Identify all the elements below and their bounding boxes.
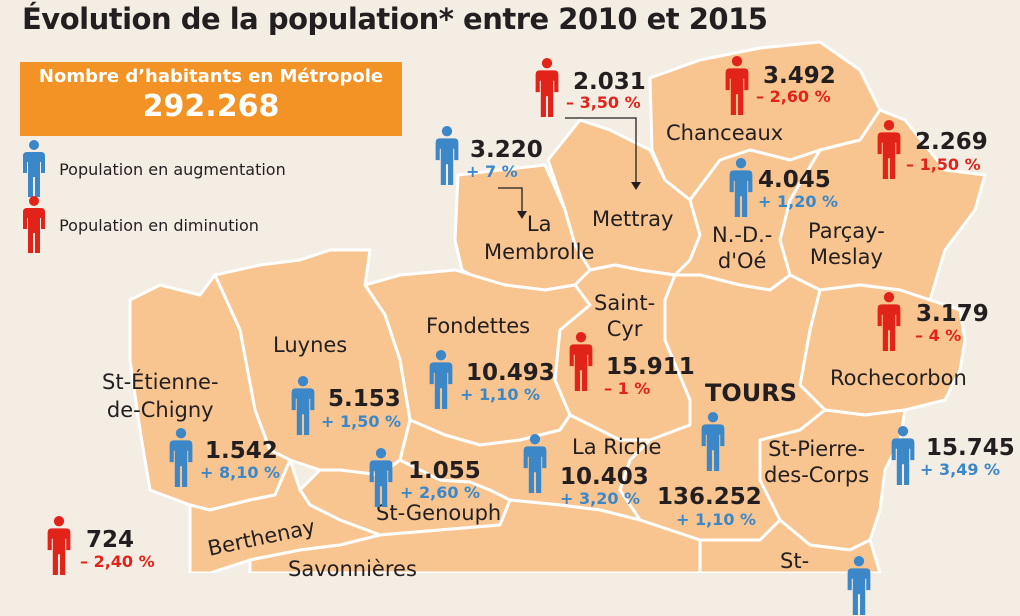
person-up-icon <box>169 428 193 487</box>
leader-arrow-mettray <box>631 182 641 190</box>
total-population-label: Nombre d’habitants en Métropole <box>38 66 384 87</box>
change-st-genouph: + 2,60 % <box>400 483 481 502</box>
person-up-icon <box>291 376 315 435</box>
population-st-etienne-de-chigny: 1.542 <box>205 438 278 464</box>
change-la-membrolle: + 7 % <box>466 162 518 181</box>
population-luynes: 5.153 <box>328 386 401 412</box>
total-population-box: Nombre d’habitants en Métropole 292.268 <box>20 62 402 136</box>
person-down-icon <box>877 292 901 351</box>
person-up-icon <box>523 434 547 493</box>
label-fondettes: Fondettes <box>426 314 531 338</box>
person-down-icon <box>23 196 45 253</box>
region-st-avertin <box>698 518 882 573</box>
change-parcay-meslay: – 1,50 % <box>906 155 981 174</box>
person-up-icon <box>429 350 453 409</box>
change-chanceaux: – 2,60 % <box>756 87 831 106</box>
population-parcay-meslay: 2.269 <box>915 129 988 155</box>
label-la-membrolle: La Membrolle <box>484 212 595 264</box>
population-notre-dame-d-oe: 4.045 <box>758 167 831 193</box>
population-rochecorbon: 3.179 <box>916 301 989 327</box>
label-parcay-meslay: Parçay- Meslay <box>808 219 885 269</box>
label-rochecorbon: Rochecorbon <box>830 366 967 390</box>
label-st-genouph: St-Genouph <box>376 501 502 525</box>
change-tours: + 1,10 % <box>676 510 757 529</box>
population-la-riche: 10.403 <box>560 464 649 490</box>
legend-increase: Population en augmentation <box>22 140 286 198</box>
page-title: Évolution de la population* entre 2010 e… <box>22 2 768 36</box>
population-la-membrolle: 3.220 <box>470 137 543 163</box>
change-mettray: – 3,50 % <box>566 93 641 112</box>
person-down-icon <box>725 56 749 115</box>
change-la-riche: + 3,20 % <box>560 489 641 508</box>
label-saint-cyr: Saint- Cyr <box>594 291 656 341</box>
label-st-pierre-des-corps: St-Pierre- des-Corps <box>764 437 870 487</box>
label-st-avertin: St- <box>780 549 810 573</box>
change-rochecorbon: – 4 % <box>915 326 962 345</box>
legend-decrease-label: Population en diminution <box>59 215 259 235</box>
label-notre-dame-d-oe: N.-D.- d'Oé <box>712 223 773 273</box>
label-savonnieres: Savonnières <box>288 557 417 581</box>
person-down-icon <box>569 332 593 391</box>
change-luynes: + 1,50 % <box>321 412 402 431</box>
person-down-icon <box>535 58 559 117</box>
change-st-pierre-des-corps: + 3,49 % <box>920 460 1001 479</box>
label-la-riche: La Riche <box>572 435 662 459</box>
label-luynes: Luynes <box>273 333 348 357</box>
population-chanceaux: 3.492 <box>763 63 836 89</box>
label-mettray: Mettray <box>592 207 674 231</box>
population-mettray: 2.031 <box>573 69 646 95</box>
person-up-icon <box>847 556 871 615</box>
leader-line-mettray <box>565 117 637 184</box>
person-up-icon <box>23 140 45 197</box>
change-saint-cyr: – 1 % <box>604 379 651 398</box>
person-up-icon <box>729 158 753 217</box>
total-population-value: 292.268 <box>142 89 280 124</box>
change-st-etienne-de-chigny: + 8,10 % <box>200 463 281 482</box>
population-saint-cyr: 15.911 <box>606 354 695 380</box>
person-down-icon <box>877 120 901 179</box>
population-tours: 136.252 <box>657 484 762 510</box>
person-up-icon <box>701 412 725 471</box>
label-chanceaux: Chanceaux <box>666 121 784 145</box>
person-up-icon <box>435 126 459 185</box>
label-tours: TOURS <box>705 379 798 407</box>
leader-arrow-la-membrolle <box>517 211 527 219</box>
label-st-etienne-de-chigny: St-Étienne- de-Chigny <box>102 370 219 422</box>
person-up-icon <box>369 448 393 507</box>
population-st-pierre-des-corps: 15.745 <box>926 435 1015 461</box>
person-up-icon <box>891 426 915 485</box>
leader-line-la-membrolle <box>498 187 523 213</box>
person-down-icon <box>47 516 71 575</box>
change-fondettes: + 1,10 % <box>460 385 541 404</box>
population-fondettes: 10.493 <box>466 360 555 386</box>
change-berthenay: – 2,40 % <box>80 552 155 571</box>
legend-decrease: Population en diminution <box>22 196 259 254</box>
population-berthenay: 724 <box>86 527 135 553</box>
population-st-genouph: 1.055 <box>408 458 481 484</box>
change-notre-dame-d-oe: + 1,20 % <box>758 192 839 211</box>
legend-increase-label: Population en augmentation <box>59 159 286 179</box>
